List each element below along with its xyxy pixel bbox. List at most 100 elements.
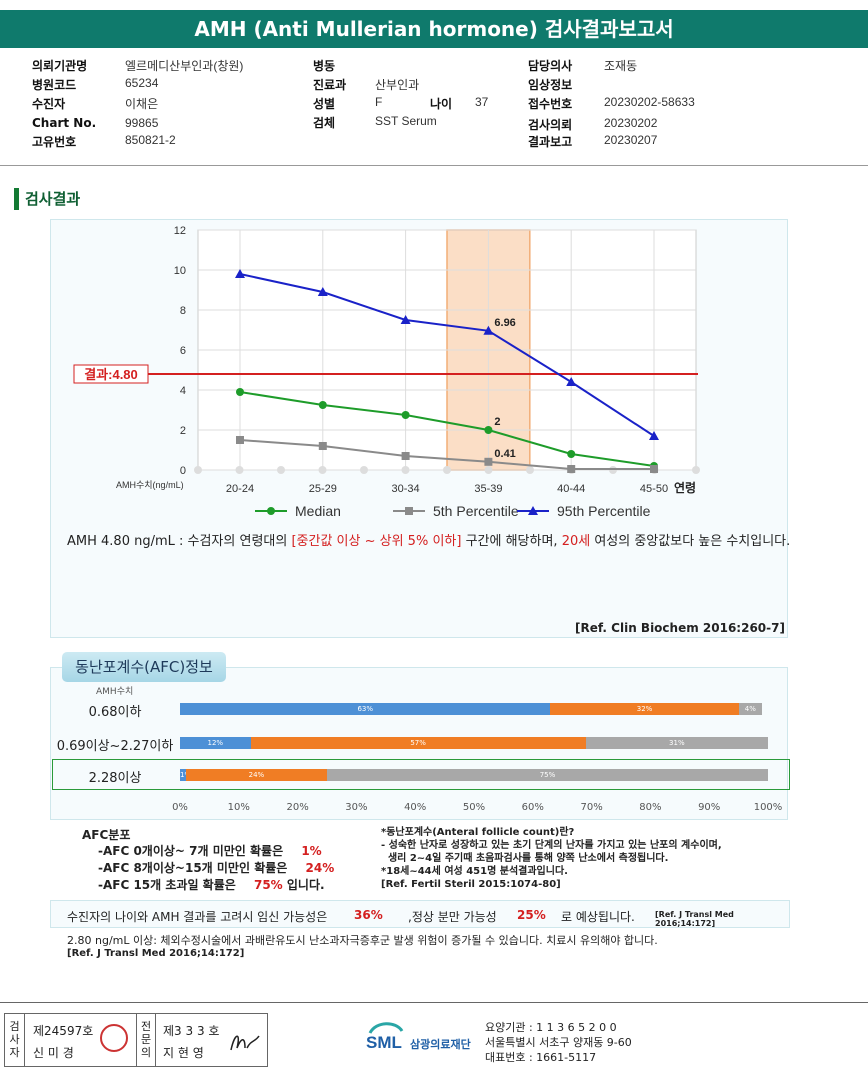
chart-reference: [Ref. Clin Biochem 2016:260-7] (575, 621, 785, 635)
result-label: 결과:4.80 (84, 367, 138, 382)
x-tick-label: 45-50 (640, 483, 668, 495)
x-axis-label: 연령 (674, 480, 696, 495)
axis-dot (277, 466, 285, 474)
series-point-0 (401, 411, 410, 419)
series-point-0 (484, 426, 493, 434)
axis-dot (526, 466, 534, 474)
afc-note: - 성숙한 난자로 성장하고 있는 초기 단계의 난자를 가지고 있는 난포의 … (381, 840, 722, 851)
y-tick-label: 0 (180, 465, 186, 477)
info-value: 조재동 (604, 59, 638, 73)
series-point-1 (650, 465, 658, 473)
info-label: 병원코드 (32, 78, 77, 92)
y-tick-label: 8 (180, 305, 186, 317)
info-value: 20230202 (604, 116, 658, 130)
x-tick-label: 35-39 (474, 483, 502, 495)
series-line-2 (239, 273, 655, 437)
legend-label: 95th Percentile (557, 503, 651, 519)
afc-bar-segment: 63% (180, 703, 551, 715)
afc-bar-segment: 57% (250, 737, 586, 749)
prob-pregnancy: 36% (354, 908, 383, 922)
tester-name: 신 미 경 (33, 1046, 74, 1060)
afc-tick-label: 70% (580, 802, 603, 813)
data-label: 6.96 (494, 317, 515, 329)
age-label: 나이 (430, 97, 453, 111)
series-point-2 (566, 377, 577, 386)
sml-logo-icon (368, 1022, 404, 1034)
warning-ref: [Ref. J Transl Med 2016;14:172] (67, 948, 245, 959)
footer-divider (0, 1002, 868, 1003)
org-name: 삼광의료재단 (410, 1038, 471, 1051)
afc-tick-label: 10% (227, 802, 250, 813)
org-address: 요양기관 : 1 1 3 6 5 2 0 0 서울특별시 서초구 양재동 9-6… (485, 1020, 632, 1065)
afc-note: 생리 2~4일 주기때 초음파검사를 통해 양쪽 난소에서 측정됩니다. (381, 853, 669, 864)
info-value: 엘르메디산부인과(창원) (125, 59, 244, 73)
info-value: 65234 (125, 76, 159, 90)
info-label: 검체 (313, 116, 336, 130)
amh-line-chart: 0 2 4 6 8 10 12 20-24 25-29 30-34 35-39 40-44 45-50 A… (73, 225, 700, 519)
series-line-1 (239, 439, 654, 470)
y-tick-label: 4 (180, 385, 186, 397)
info-value: 이채은 (125, 97, 159, 111)
afc-bar-segment: 75% (326, 769, 768, 781)
axis-dot (318, 466, 327, 474)
axis-dot (443, 466, 451, 474)
prob-suffix: 로 예상됩니다. (561, 910, 635, 924)
legend-label: 5th Percentile (433, 503, 519, 519)
afc-bar-segment: 32% (550, 703, 739, 715)
info-value: F (375, 95, 383, 109)
series-point-1 (318, 442, 327, 450)
axis-dot (360, 466, 368, 474)
afc-notes: *동난포계수(Anteral follicle count)란? - 성숙한 난… (381, 826, 722, 891)
series-point-0 (318, 401, 327, 409)
series-point-2 (400, 315, 411, 324)
probability-panel: 수진자의 나이와 AMH 결과를 고려시 임신 가능성은 36% ,정상 분만 … (50, 900, 790, 928)
addr-line: 대표번호 : 1661-5117 (485, 1051, 597, 1064)
afc-dist-text: -AFC 15개 초과일 확률은 (98, 878, 236, 892)
data-label: 0.41 (494, 448, 515, 460)
legend-marker (267, 507, 275, 515)
patient-info: 의뢰기관명 엘르메디산부인과(창원) 병원코드 65234 수진자 이채은 Ch… (0, 55, 868, 165)
info-value: 20230207 (604, 133, 658, 147)
y-tick-label: 12 (174, 225, 186, 237)
info-value: 산부인과 (375, 78, 420, 92)
series-point-2 (483, 325, 494, 335)
info-label: 임상정보 (528, 78, 573, 92)
series-point-0 (567, 450, 576, 458)
afc-bar-segment: 31% (585, 737, 768, 749)
axis-dot (484, 466, 493, 474)
addr-line: 서울특별시 서초구 양재동 9-60 (485, 1036, 632, 1049)
sml-logo: SML 삼광의료재단 (366, 1019, 481, 1063)
desc-range: [중간값 이상 ~ 상위 5% 이하] (291, 534, 462, 549)
y-tick-label: 10 (174, 265, 186, 277)
afc-tab-title: 동난포계수(AFC)정보 (62, 652, 226, 682)
afc-bar: 1%24%75% (180, 769, 768, 781)
prob-ref: [Ref. J Transl Med 2016;14:172] (655, 910, 734, 928)
afc-tick-label: 30% (345, 802, 368, 813)
divider (0, 165, 868, 166)
afc-tick-label: 20% (286, 802, 309, 813)
afc-tick-label: 40% (404, 802, 427, 813)
afc-note: [Ref. Fertil Steril 2015:1074-80] (381, 879, 561, 890)
info-label: 고유번호 (32, 135, 77, 149)
y-tick-label: 6 (180, 345, 186, 357)
section-title: 검사결과 (14, 188, 80, 210)
afc-dist-value: 75% (253, 878, 283, 892)
afc-dist-line: -AFC 8개이상~15개 미만인 확률은 24% (98, 859, 334, 876)
data-label: 2 (494, 416, 500, 428)
axis-dot (401, 466, 410, 474)
axis-dot (692, 466, 700, 474)
tester-no: 제24597호 (33, 1024, 94, 1038)
afc-dist-tail: 입니다. (282, 878, 325, 892)
afc-tick-label: 90% (698, 802, 721, 813)
afc-bar-segment: 4% (738, 703, 763, 715)
series-point-1 (567, 465, 576, 473)
prob-birth: 25% (517, 908, 546, 922)
warning-text: 2.80 ng/mL 이상: 체외수정시술에서 과배란유도시 난소과자극증후군 … (67, 934, 658, 947)
afc-amh-header: AMH수치 (96, 687, 134, 697)
addr-line: 요양기관 : 1 1 3 6 5 2 0 0 (485, 1021, 617, 1034)
afc-tick-label: 80% (639, 802, 662, 813)
specialist-label: 전문의 (136, 1014, 156, 1066)
afc-bar: 63% 32% 4% (180, 703, 768, 715)
info-label: 진료과 (313, 78, 347, 92)
y-tick-label: 2 (180, 425, 186, 437)
